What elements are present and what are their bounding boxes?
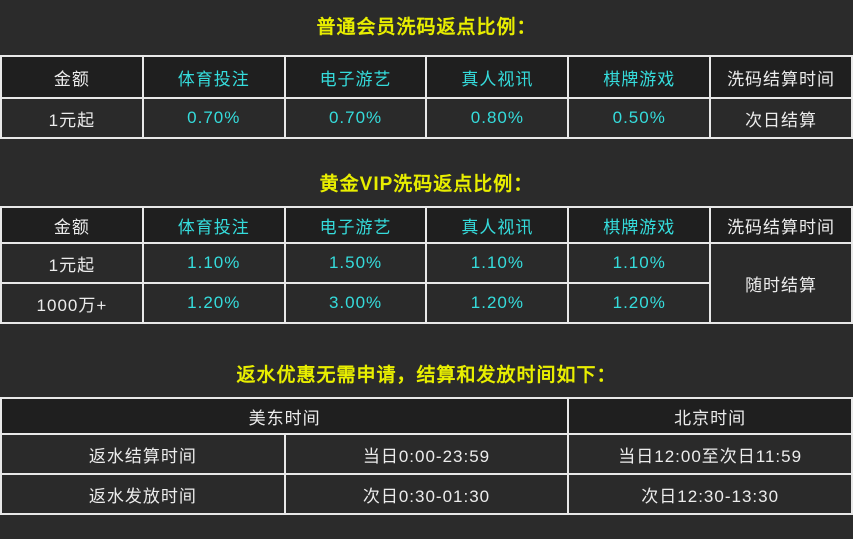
header-cell-beijing-time: 北京时间 bbox=[567, 397, 853, 435]
header-cell-amount: 金额 bbox=[0, 55, 144, 99]
table-row: 返水结算时间 当日0:00-23:59 当日12:00至次日11:59 bbox=[0, 433, 853, 475]
table-header-row: 美东时间 北京时间 bbox=[0, 397, 853, 435]
header-cell-us-eastern-time: 美东时间 bbox=[0, 397, 570, 435]
cell-sports-rate: 0.70% bbox=[141, 97, 286, 139]
header-cell-slots: 电子游艺 bbox=[283, 55, 428, 99]
table-header-row: 金额 体育投注 电子游艺 真人视讯 棋牌游戏 洗码结算时间 bbox=[0, 55, 853, 99]
table-row: 1元起 0.70% 0.70% 0.80% 0.50% 次日结算 bbox=[0, 97, 853, 139]
rebate-page: 普通会员洗码返点比例： 金额 体育投注 电子游艺 真人视讯 棋牌游戏 洗码结算时… bbox=[0, 14, 853, 515]
cell-amount: 1000万+ bbox=[0, 282, 144, 324]
cell-row-label: 返水结算时间 bbox=[0, 433, 286, 475]
header-cell-live: 真人视讯 bbox=[425, 55, 570, 99]
cell-cards-rate: 0.50% bbox=[567, 97, 712, 139]
gold-vip-rebate-table: 金额 体育投注 电子游艺 真人视讯 棋牌游戏 洗码结算时间 1元起 1.10% … bbox=[0, 206, 853, 324]
cell-slots-rate: 0.70% bbox=[283, 97, 428, 139]
cell-live-rate: 0.80% bbox=[425, 97, 570, 139]
normal-member-title: 普通会员洗码返点比例： bbox=[316, 17, 537, 38]
cell-slots-rate: 1.50% bbox=[283, 242, 428, 284]
cell-sports-rate: 1.20% bbox=[141, 282, 286, 324]
table-row: 1000万+ 1.20% 3.00% 1.20% 1.20% bbox=[0, 282, 852, 324]
cell-live-rate: 1.20% bbox=[425, 282, 570, 324]
header-cell-settlement-time: 洗码结算时间 bbox=[709, 55, 853, 99]
rebate-schedule-table: 美东时间 北京时间 返水结算时间 当日0:00-23:59 当日12:00至次日… bbox=[0, 397, 853, 515]
cell-settlement-time: 次日结算 bbox=[709, 97, 853, 139]
cell-row-label: 返水发放时间 bbox=[0, 473, 286, 515]
cell-live-rate: 1.10% bbox=[425, 242, 570, 284]
header-cell-cards: 棋牌游戏 bbox=[567, 55, 712, 99]
header-cell-slots: 电子游艺 bbox=[283, 206, 428, 244]
header-cell-amount: 金额 bbox=[0, 206, 144, 244]
normal-member-rebate-table: 金额 体育投注 电子游艺 真人视讯 棋牌游戏 洗码结算时间 1元起 0.70% … bbox=[0, 55, 853, 139]
cell-amount: 1元起 bbox=[0, 97, 144, 139]
table-row: 返水发放时间 次日0:30-01:30 次日12:30-13:30 bbox=[0, 473, 853, 515]
header-cell-cards: 棋牌游戏 bbox=[567, 206, 712, 244]
header-cell-live: 真人视讯 bbox=[425, 206, 570, 244]
cell-us-eastern-value: 次日0:30-01:30 bbox=[283, 473, 570, 515]
table-header-row: 金额 体育投注 电子游艺 真人视讯 棋牌游戏 洗码结算时间 bbox=[0, 206, 853, 244]
header-cell-settlement-time: 洗码结算时间 bbox=[709, 206, 853, 244]
gold-vip-title: 黄金VIP洗码返点比例： bbox=[319, 174, 534, 195]
table-row: 1元起 1.10% 1.50% 1.10% 1.10% 随时结算 bbox=[0, 242, 853, 324]
cell-slots-rate: 3.00% bbox=[283, 282, 428, 324]
cell-us-eastern-value: 当日0:00-23:59 bbox=[283, 433, 570, 475]
cell-amount: 1元起 bbox=[0, 242, 144, 284]
cell-beijing-value: 次日12:30-13:30 bbox=[567, 473, 853, 515]
header-cell-sports: 体育投注 bbox=[141, 55, 286, 99]
cell-settlement-time-merged: 随时结算 bbox=[709, 242, 853, 324]
cell-sports-rate: 1.10% bbox=[141, 242, 286, 284]
cell-cards-rate: 1.20% bbox=[567, 282, 712, 324]
cell-cards-rate: 1.10% bbox=[567, 242, 712, 284]
rebate-schedule-title: 返水优惠无需申请，结算和发放时间如下： bbox=[236, 365, 617, 386]
header-cell-sports: 体育投注 bbox=[141, 206, 286, 244]
cell-beijing-value: 当日12:00至次日11:59 bbox=[567, 433, 853, 475]
